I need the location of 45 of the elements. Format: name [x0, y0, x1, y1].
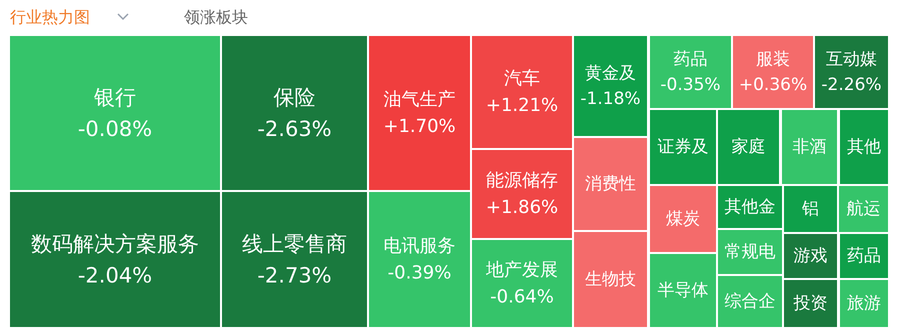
title: 行业热力图 — [10, 8, 90, 26]
value: -0.35% — [660, 74, 721, 95]
value: -2.26% — [821, 74, 882, 95]
value: -2.73% — [257, 263, 332, 288]
label: 线上零售商 — [242, 232, 347, 256]
annotation: 领涨板块 — [184, 8, 248, 26]
label: 互动媒 — [826, 49, 877, 70]
label: 综合企 — [724, 292, 776, 312]
label: 家庭 — [732, 137, 766, 157]
value: +0.36% — [738, 74, 808, 95]
label: 数码解决方案服务 — [31, 232, 199, 256]
label: 半导体 — [658, 280, 708, 300]
label: 服装 — [756, 49, 790, 70]
label: 汽车 — [504, 68, 540, 89]
value: -1.18% — [580, 88, 641, 109]
label: 黄金及 — [585, 63, 636, 84]
label: 铝 — [802, 199, 819, 219]
label: 航运 — [846, 199, 880, 219]
value: -0.08% — [78, 116, 152, 141]
label: 油气生产 — [384, 89, 456, 110]
label: 电讯服务 — [384, 236, 456, 256]
label: 其他 — [847, 137, 881, 157]
label: 常规电 — [724, 242, 776, 262]
label: 其他金 — [724, 197, 776, 217]
value: +1.86% — [486, 197, 558, 218]
label: 能源储存 — [486, 170, 558, 191]
label: 游戏 — [794, 246, 828, 266]
label: 旅游 — [847, 294, 881, 314]
value: +1.21% — [486, 95, 558, 116]
value: -2.63% — [257, 116, 332, 141]
value: -2.04% — [78, 263, 152, 288]
label: 非酒 — [792, 137, 826, 157]
label: 投资 — [794, 294, 828, 314]
value: -0.64% — [490, 286, 554, 308]
value: -0.39% — [388, 262, 452, 284]
label: 消费性 — [585, 174, 636, 194]
label: 证券及 — [658, 137, 708, 157]
label: 银行 — [94, 85, 136, 110]
value: +1.70% — [383, 116, 456, 137]
label: 煤炭 — [666, 209, 700, 229]
label: 生物技 — [585, 270, 636, 290]
label: 保险 — [274, 85, 316, 110]
label: 地产发展 — [486, 260, 558, 280]
label: 药品 — [847, 246, 881, 266]
label: 药品 — [674, 49, 708, 70]
